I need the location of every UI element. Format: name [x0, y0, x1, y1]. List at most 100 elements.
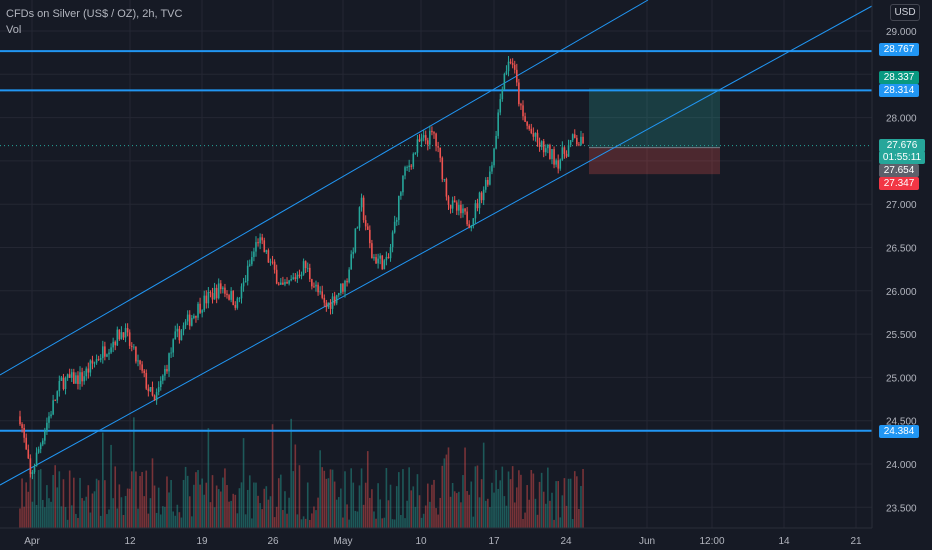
grid-lines: [0, 0, 872, 528]
target-zone: [589, 88, 720, 148]
volume-bar: [41, 499, 44, 528]
volume-bar: [358, 485, 361, 528]
volume-bar: [491, 482, 493, 528]
candle-body: [377, 258, 379, 264]
volume-bar: [203, 494, 206, 528]
candle-body: [578, 144, 580, 146]
volume-bar: [213, 507, 216, 528]
candle-body: [408, 165, 410, 168]
volume-bar: [482, 442, 485, 528]
volume-bar: [238, 488, 241, 528]
candle-body: [406, 167, 408, 168]
candle-body: [369, 229, 371, 244]
volume-bar: [176, 504, 179, 528]
candle-body: [145, 373, 148, 389]
volume-bar: [188, 496, 191, 528]
volume-bar: [205, 482, 208, 528]
volume-bar: [333, 481, 336, 528]
candle-body: [64, 377, 67, 390]
candle-body: [110, 347, 112, 353]
volume-bar: [207, 428, 210, 528]
candle-body: [371, 243, 373, 259]
candle-body: [315, 284, 317, 287]
candle-body: [143, 370, 145, 374]
candle-body: [282, 282, 284, 285]
candle-body: [273, 261, 276, 270]
volume-bar: [549, 500, 551, 528]
volume-bar: [576, 476, 578, 528]
candle-body: [232, 291, 235, 306]
volume-bar: [280, 474, 282, 528]
volume-bar: [170, 480, 172, 528]
candle-body: [149, 387, 152, 392]
volume-bar: [509, 479, 512, 528]
candle-body: [555, 160, 557, 165]
candle-body: [511, 62, 514, 65]
candle-body: [576, 137, 578, 145]
time-axis[interactable]: Apr 12 19 26 May 10 17 24 Jun 12:00 14 21: [24, 536, 862, 547]
volume-bar: [290, 418, 292, 528]
candle-body: [124, 328, 127, 338]
candle-body: [91, 360, 94, 364]
candle-body: [130, 345, 133, 347]
volume-bar: [75, 513, 77, 528]
volume-bar: [180, 517, 183, 528]
volume-bar: [538, 481, 541, 528]
volume-bar: [472, 516, 475, 528]
volume-bar: [400, 514, 402, 528]
volume-bar: [236, 513, 239, 528]
candle-body: [503, 73, 506, 90]
candle-body: [193, 315, 195, 319]
volume-bar: [362, 504, 365, 528]
volume-bar: [52, 474, 54, 528]
candle-body: [155, 392, 158, 401]
volume-bar: [151, 458, 154, 528]
time-tick-label: May: [334, 536, 353, 547]
candle-body: [327, 302, 330, 308]
candle-body: [571, 134, 574, 141]
price-tick-label: 25.500: [886, 330, 917, 341]
volume-bar: [95, 478, 98, 528]
horizontal-levels[interactable]: [0, 50, 872, 432]
candle-body: [162, 375, 164, 381]
long-position-tool[interactable]: [0, 88, 872, 175]
candle-body: [126, 328, 129, 333]
candle-body: [108, 352, 110, 355]
symbol-title[interactable]: CFDs on Silver (US$ / OZ), 2h, TVC: [6, 8, 183, 20]
currency-button[interactable]: USD: [890, 4, 920, 21]
candle-body: [387, 256, 390, 259]
volume-bar: [476, 465, 479, 528]
candle-body: [120, 332, 123, 340]
time-tick-label: 17: [488, 536, 500, 547]
candle-body: [551, 149, 553, 159]
price-axis[interactable]: 29.000 28.000 27.000 26.500 26.000 25.500 25.0…: [886, 27, 917, 514]
candle-body: [484, 179, 487, 190]
volume-bar: [269, 496, 272, 528]
candle-body: [166, 369, 168, 372]
volume-bar: [578, 509, 580, 528]
candle-body: [400, 192, 402, 196]
candle-body: [451, 200, 454, 209]
candle-body: [99, 358, 102, 360]
volume-bar: [122, 514, 125, 528]
trend-channel[interactable]: [0, 0, 873, 486]
volume-bar: [91, 493, 94, 528]
candle-body: [435, 133, 437, 147]
volume-bar: [19, 508, 21, 528]
candle-body: [455, 202, 458, 211]
candle-body: [85, 368, 88, 377]
candle-body: [547, 145, 549, 149]
price-tick-label: 25.000: [886, 373, 917, 384]
candle-body: [462, 208, 464, 214]
volume-bar: [557, 481, 559, 528]
volume-bar: [93, 491, 96, 528]
volume-bar: [371, 489, 373, 528]
candle-body: [236, 298, 239, 308]
candle-body: [106, 354, 108, 357]
candle-body: [248, 264, 251, 266]
time-tick-label: Jun: [639, 536, 655, 547]
volume-bar: [518, 470, 520, 528]
volume-indicator-label[interactable]: Vol: [6, 24, 22, 36]
volume-bar: [499, 480, 502, 528]
